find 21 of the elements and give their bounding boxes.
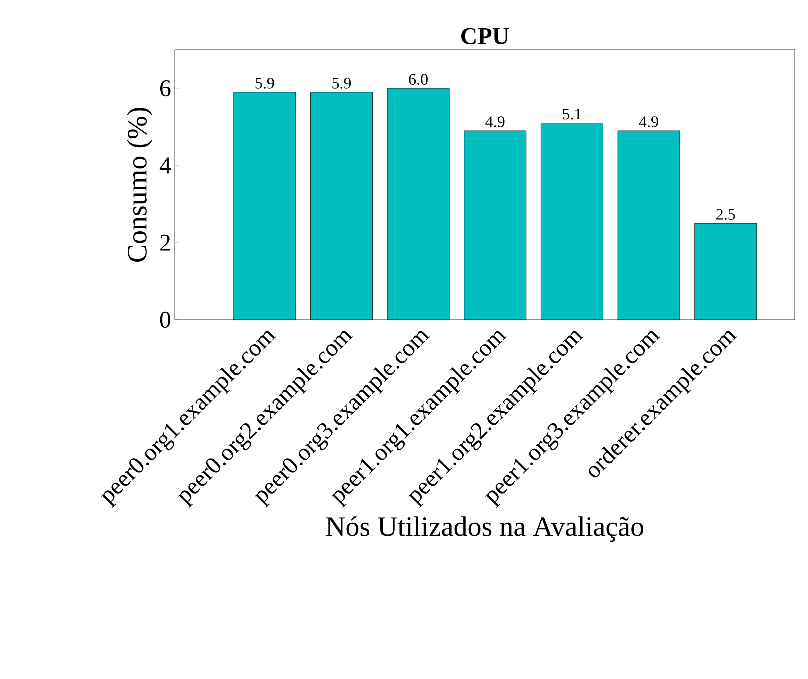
bar <box>464 130 526 320</box>
bar <box>388 88 450 320</box>
y-tick-label: 0 <box>160 312 171 328</box>
data-label: 5.1 <box>563 108 582 120</box>
data-label: 2.5 <box>716 209 736 220</box>
y-tick-label: 2 <box>160 234 170 251</box>
data-label: 5.9 <box>332 78 352 89</box>
x-axis-title: Nós Utilizados na Avaliação <box>326 516 644 542</box>
bar <box>310 92 373 320</box>
y-axis-title: Consumo (%) <box>127 108 153 262</box>
data-label: 4.9 <box>486 116 505 128</box>
bar <box>234 92 296 320</box>
data-label: 4.9 <box>639 116 658 128</box>
y-tick-label: 6 <box>160 80 171 97</box>
bar <box>618 130 680 320</box>
data-label: 5.9 <box>256 78 274 89</box>
bar <box>694 223 758 320</box>
chart-title: CPU <box>462 28 510 44</box>
data-label: 6.0 <box>409 74 428 86</box>
bar <box>541 123 604 320</box>
y-tick-label: 4 <box>160 158 172 174</box>
